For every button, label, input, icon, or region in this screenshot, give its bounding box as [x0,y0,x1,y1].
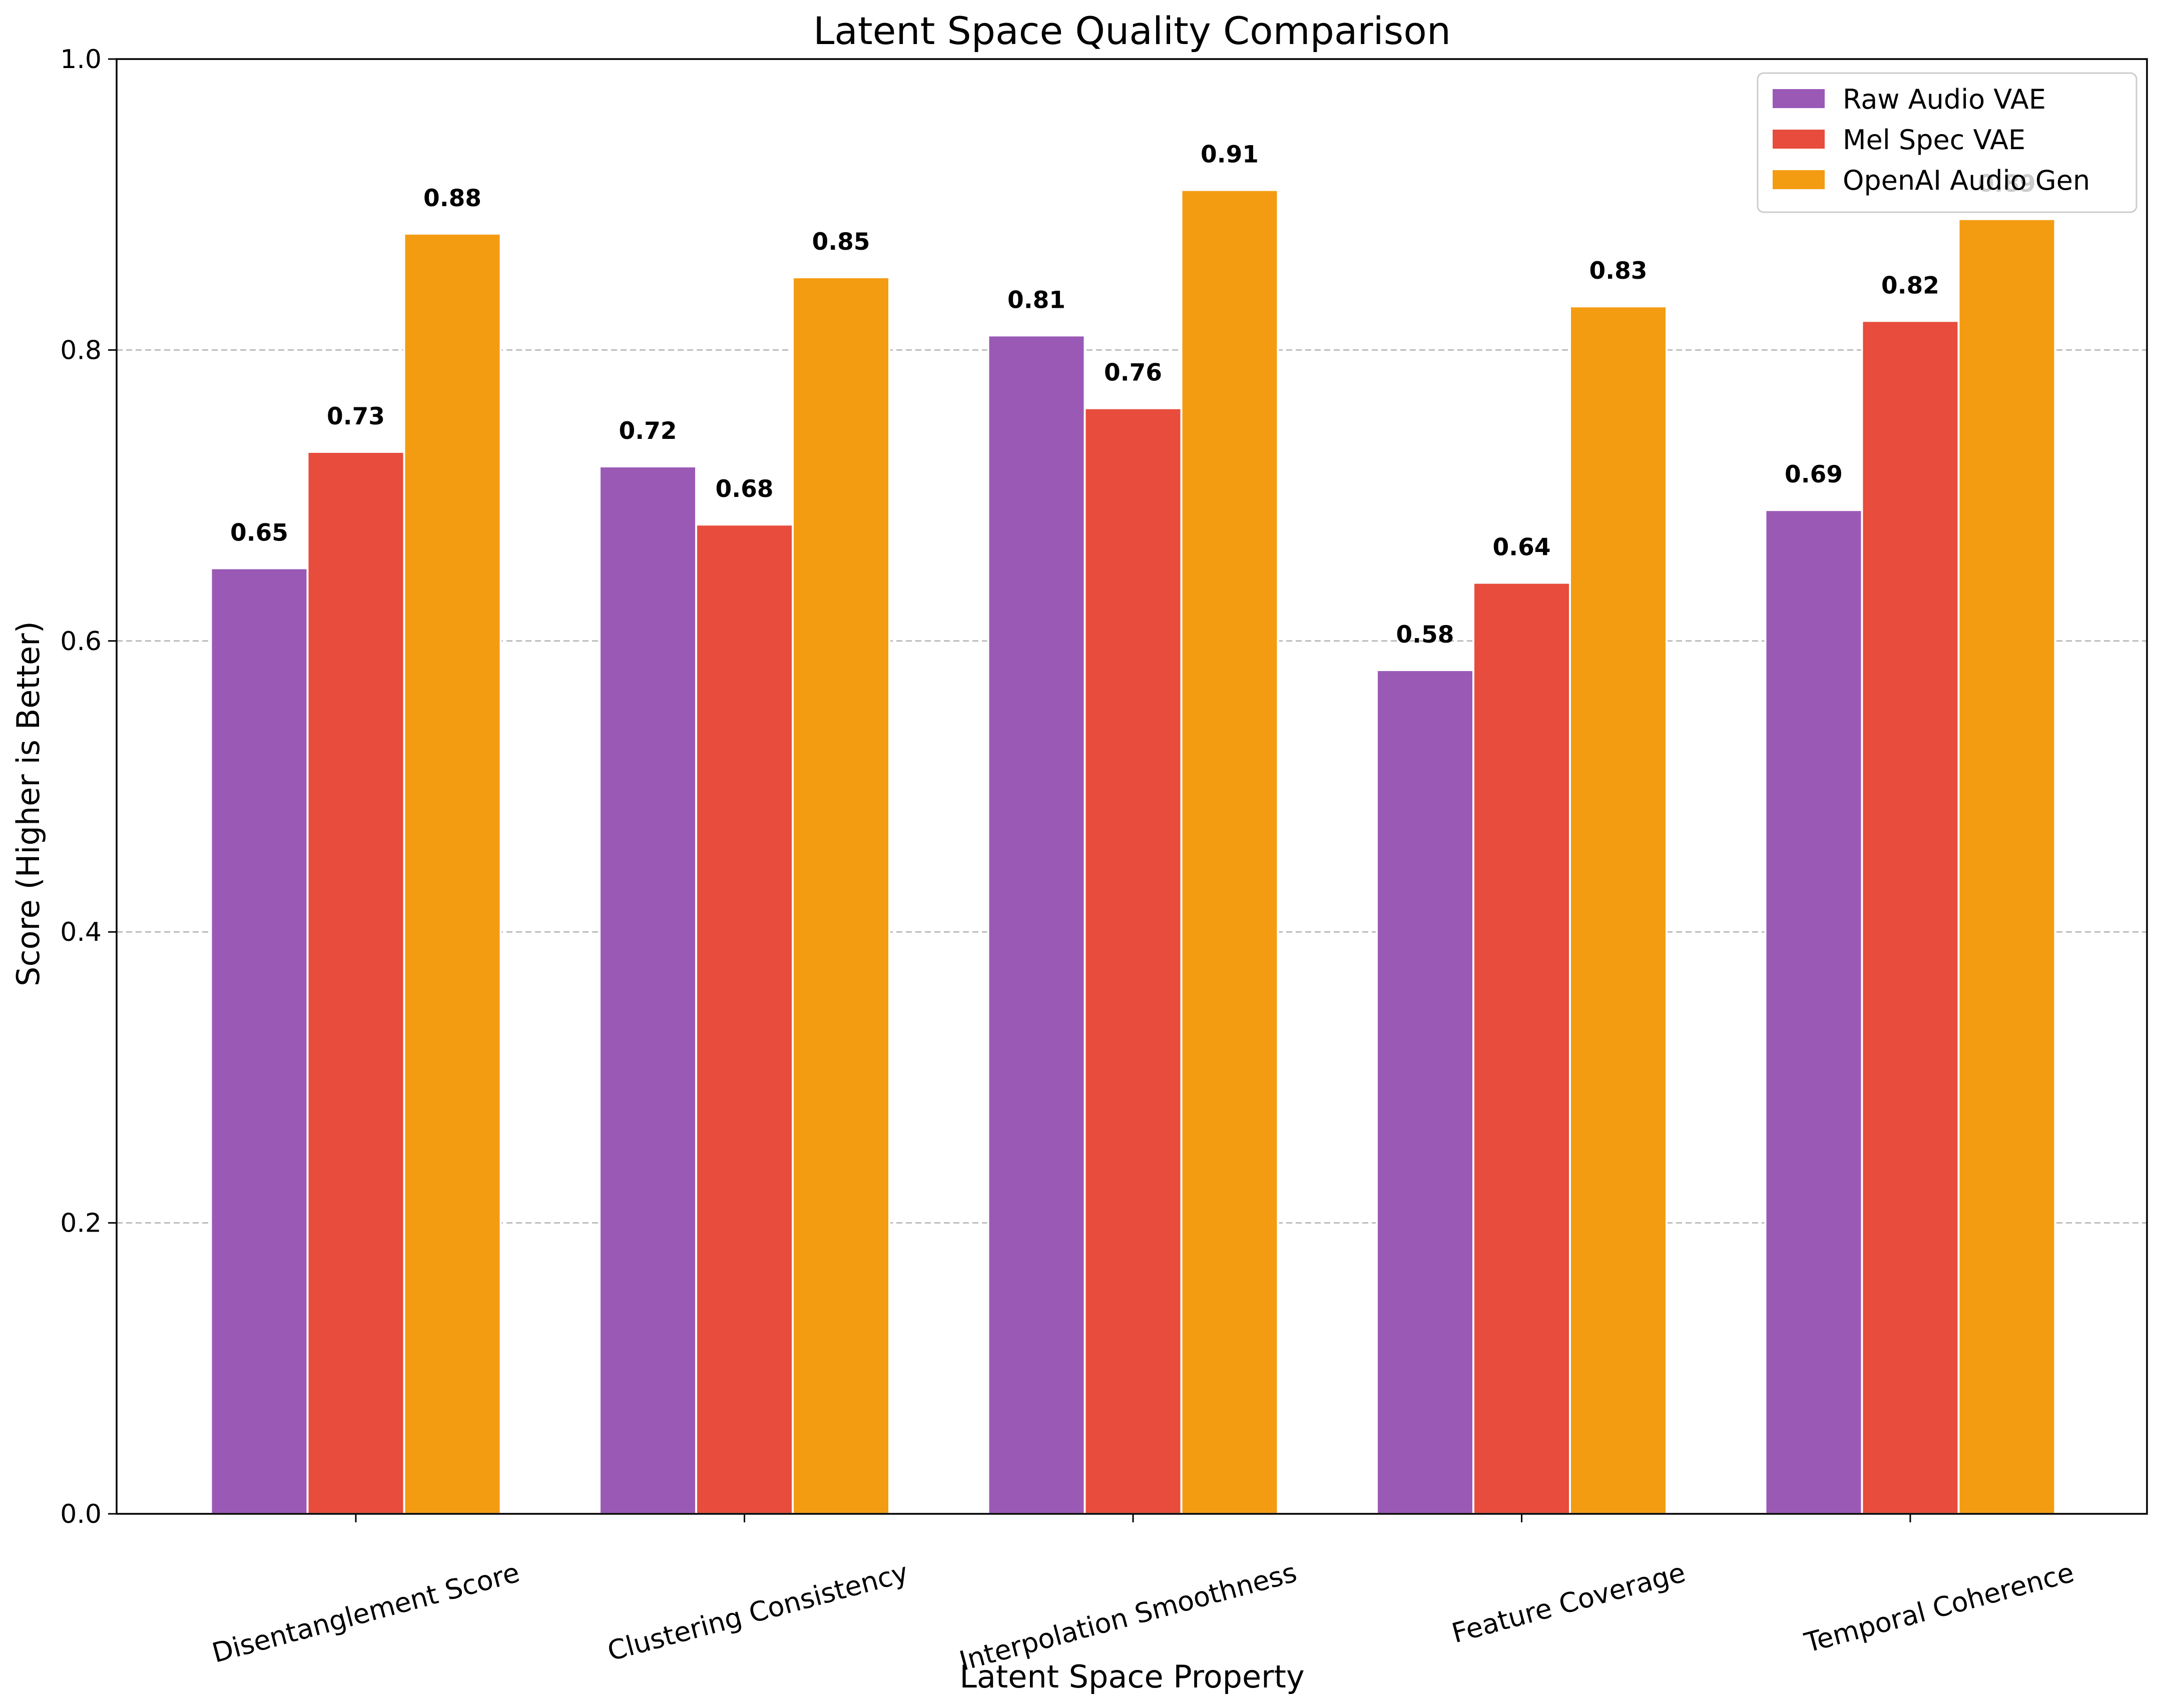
y-tick-label: 1.0 [60,45,102,75]
plot-frame [116,58,2148,1515]
bar [695,523,794,1515]
bar-value-label: 0.83 [1589,257,1648,285]
chart-title: Latent Space Quality Comparison [813,9,1451,53]
bar-value-label: 0.81 [1007,286,1065,314]
y-tick-label: 0.4 [60,917,102,947]
bar [403,232,502,1515]
bar [1861,320,1960,1515]
bar-value-label: 0.76 [1104,359,1162,387]
axes [116,58,2148,1515]
bar [1957,218,2056,1515]
bar-value-label: 0.65 [230,519,288,546]
bar-value-label: 0.85 [812,228,870,256]
bar [599,465,697,1515]
bar [1569,305,1668,1515]
bar-value-label: 0.73 [327,403,385,430]
data-labels: 0.65 0.72 0.81 0.58 0.69 0.73 0.68 0.76 0.64 0.82… [230,141,2036,649]
legend-swatch [1773,170,1825,189]
bar [1180,189,1279,1515]
legend-entry: Mel Spec VAE [1843,124,2025,156]
y-tick-label: 0.2 [60,1209,102,1239]
bar-value-label: 0.68 [716,475,774,503]
y-tick-label: 0.0 [60,1499,102,1529]
legend-entry: OpenAI Audio Gen [1843,165,2090,196]
bar [1472,582,1571,1515]
bar [1764,509,1863,1515]
legend-box [1757,72,2137,213]
bar-value-label: 0.72 [619,417,677,445]
bar [210,567,309,1515]
bar-value-label: 0.91 [1201,141,1259,169]
bars [210,189,2056,1515]
legend: Raw Audio VAE Mel Spec VAE OpenAI Audio Ge… [1757,72,2137,213]
bar [306,450,405,1515]
legend-entry: Raw Audio VAE [1843,84,2046,115]
bar-value-label: 0.58 [1396,621,1454,649]
bar-value-label: 0.64 [1493,534,1551,561]
bar [1376,669,1474,1515]
legend-swatch [1773,130,1825,149]
bar [792,276,890,1515]
bar-value-label: 0.82 [1881,272,1939,299]
x-axis-label: Latent Space Property [959,1658,1304,1695]
bar [1084,407,1183,1515]
y-tick-label: 0.8 [60,335,102,365]
bar-value-label: 0.69 [1785,461,1843,488]
bar [987,334,1086,1515]
y-axis-label: Score (Higher is Better) [10,621,47,986]
bar-value-label: 0.88 [423,185,481,212]
y-tick-label: 0.6 [60,627,102,657]
legend-swatch [1773,89,1825,108]
